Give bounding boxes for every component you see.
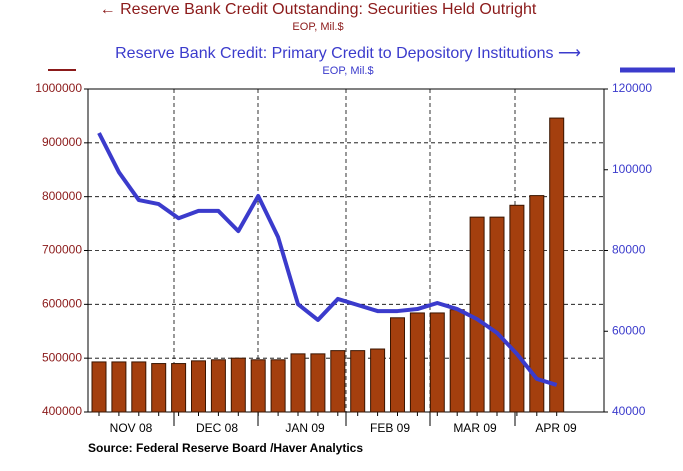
bar — [310, 353, 326, 413]
bar — [290, 353, 306, 413]
bar — [549, 117, 565, 413]
bar — [350, 350, 366, 413]
series-1-title: Reserve Bank Credit: Primary Credit to D… — [115, 45, 581, 62]
series-1-unit: EOP, Mil.$ — [322, 65, 373, 77]
y-tick-label: 1000000 — [35, 81, 82, 95]
x-tick-label: DEC 08 — [196, 421, 238, 435]
series-0-title: ← Reserve Bank Credit Outstanding: Secur… — [100, 1, 537, 18]
y2-tick-label: 40000 — [612, 404, 646, 418]
line — [97, 132, 558, 387]
x-tick-label: MAR 09 — [453, 421, 497, 435]
bar — [489, 216, 505, 413]
bar — [151, 363, 167, 413]
bar — [270, 359, 286, 413]
bar — [131, 361, 147, 413]
source: Source: Federal Reserve Board /Haver Ana… — [88, 441, 363, 455]
bar — [111, 361, 127, 413]
bar — [429, 312, 445, 413]
y2-tick-label: 60000 — [612, 323, 646, 337]
y-tick-label: 700000 — [42, 243, 82, 257]
series-0-unit: EOP, Mil.$ — [292, 21, 343, 33]
x-tick-label: JAN 09 — [285, 421, 325, 435]
bar — [330, 350, 346, 413]
y-tick-label: 900000 — [42, 135, 82, 149]
bar — [509, 204, 525, 413]
y2-tick-label: 80000 — [612, 243, 646, 257]
y-tick-label: 800000 — [42, 189, 82, 203]
bar — [449, 309, 465, 413]
y-tick-label: 500000 — [42, 350, 82, 364]
bar — [91, 361, 107, 413]
y2-tick-label: 120000 — [612, 81, 652, 95]
bar — [529, 195, 545, 413]
bar — [191, 360, 206, 413]
bar — [370, 348, 386, 413]
bar — [409, 312, 425, 413]
bar — [230, 357, 246, 413]
bar — [210, 359, 226, 413]
y-tick-label: 400000 — [42, 404, 82, 418]
x-tick-label: NOV 08 — [110, 421, 153, 435]
x-tick-label: APR 09 — [535, 421, 577, 435]
y-tick-label: 600000 — [42, 297, 82, 311]
x-tick-label: FEB 09 — [370, 421, 410, 435]
bar — [390, 317, 405, 413]
bar — [250, 359, 266, 413]
bar — [171, 363, 187, 413]
y2-tick-label: 100000 — [612, 162, 652, 176]
